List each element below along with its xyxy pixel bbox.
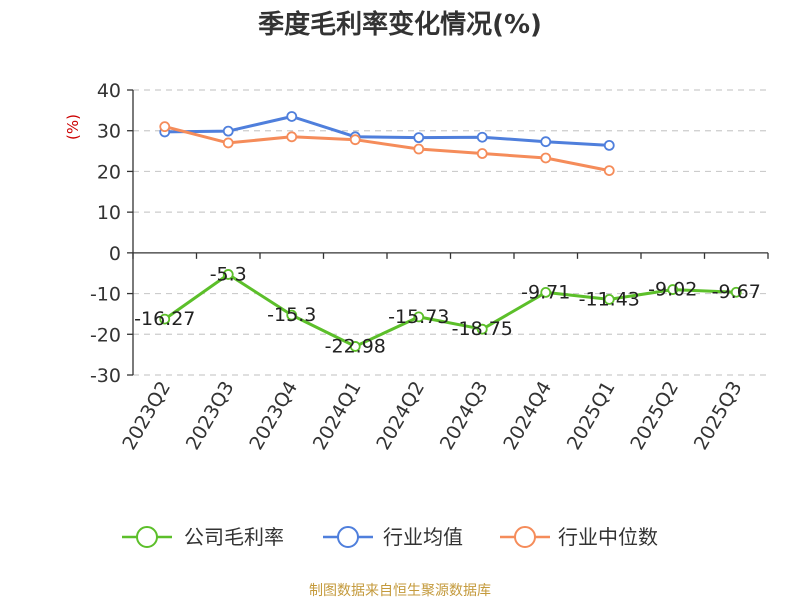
y-tick-label: 30: [97, 121, 121, 143]
data-point: [603, 293, 615, 305]
data-point: [476, 323, 488, 335]
data-label: -11.43: [579, 288, 640, 310]
data-point: [222, 137, 234, 149]
y-tick-label: -10: [90, 284, 121, 306]
data-point: [730, 286, 742, 298]
data-label: -16.27: [134, 308, 195, 330]
legend-label: 行业中位数: [558, 525, 658, 549]
data-point: [540, 136, 552, 148]
data-point: [540, 286, 552, 298]
x-tick-label: 2024Q2: [372, 378, 429, 454]
chart-title: 季度毛利率变化情况(%): [258, 9, 542, 40]
y-tick-label: 0: [109, 243, 121, 265]
legend-label: 公司毛利率: [184, 525, 284, 549]
data-point: [413, 132, 425, 144]
y-tick-label: 10: [97, 202, 121, 224]
x-tick-label: 2023Q3: [182, 378, 239, 454]
legend: 公司毛利率 行业均值 行业中位数: [122, 525, 658, 549]
data-point: [222, 125, 234, 137]
data-label: -22.98: [325, 335, 386, 357]
legend-marker: [514, 526, 536, 548]
data-point: [159, 313, 171, 325]
source-note: 制图数据来自恒生聚源数据库: [309, 583, 491, 599]
legend-marker: [136, 526, 158, 548]
x-tick-label: 2025Q2: [626, 378, 683, 454]
x-tick-label: 2024Q3: [436, 378, 493, 454]
x-tick-label: 2025Q1: [563, 378, 620, 454]
data-label: -9.67: [712, 281, 761, 303]
data-label: -9.71: [521, 281, 570, 303]
data-point: [540, 152, 552, 164]
data-point: [667, 284, 679, 295]
x-tick-label: 2023Q4: [245, 378, 302, 454]
data-point: [222, 269, 234, 280]
x-tick-label: 2025Q3: [690, 378, 747, 454]
data-point: [603, 165, 615, 177]
y-tick-label: -30: [90, 365, 121, 387]
data-point: [159, 121, 171, 133]
grid-lines: [133, 89, 768, 376]
data-point: [286, 111, 298, 122]
data-label: -9.02: [648, 279, 697, 301]
series-line: [164, 125, 610, 173]
data-point: [413, 143, 425, 155]
data-point: [349, 134, 361, 146]
data-point: [603, 139, 615, 151]
x-tick-label: 2023Q2: [118, 378, 175, 454]
y-tick-label: 20: [97, 161, 121, 183]
y-tick-label: 40: [97, 80, 121, 102]
data-point: [286, 131, 298, 143]
x-tick-label: 2024Q4: [499, 378, 556, 454]
data-point: [286, 309, 298, 321]
data-label: -15.3: [267, 304, 316, 326]
x-tick-label: 2024Q1: [309, 378, 366, 454]
data-point: [476, 148, 488, 159]
data-point: [413, 311, 425, 323]
y-tick-label: -20: [90, 324, 121, 346]
legend-marker: [337, 526, 359, 548]
data-point: [476, 131, 488, 143]
series-line: [163, 272, 737, 348]
data-label: -18.75: [452, 318, 513, 340]
data-label: -5.3: [210, 263, 247, 285]
series-line: [164, 115, 610, 147]
legend-label: 行业均值: [383, 525, 463, 549]
y-axis-unit: (%): [64, 114, 82, 140]
data-label: -15.73: [388, 306, 449, 328]
series-group: -16.27 -5.3 -15.3 -22.98-15.73-18.75 -9.71 -1…: [134, 111, 761, 357]
data-point: [349, 341, 361, 352]
